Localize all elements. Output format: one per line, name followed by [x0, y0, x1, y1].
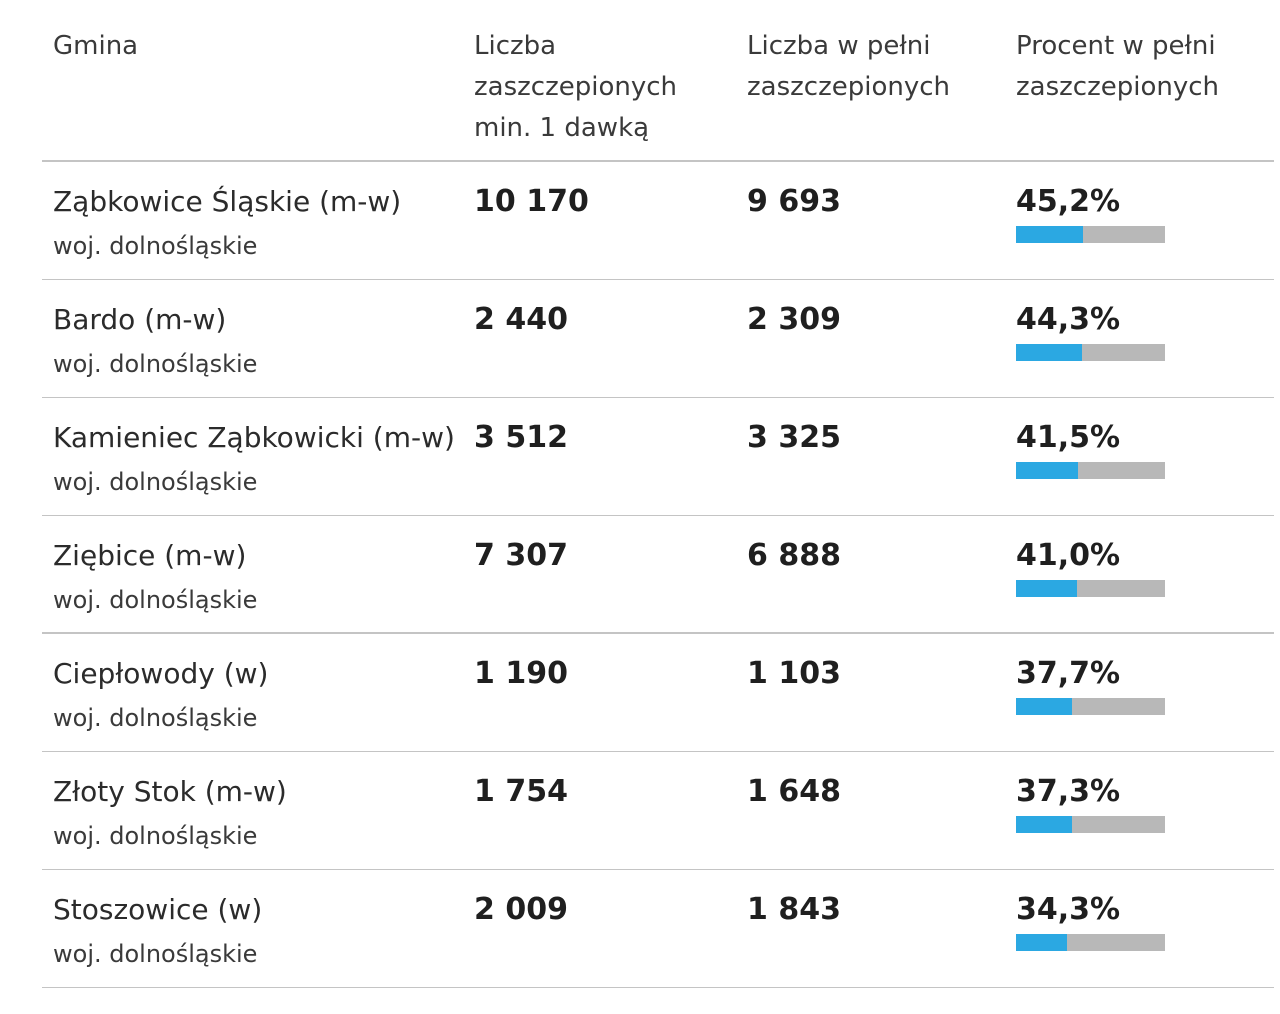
table-row: Ząbkowice Śląskie (m-w) woj. dolnośląski…	[42, 162, 1274, 280]
region-label: woj. dolnośląskie	[53, 586, 258, 614]
region-label: woj. dolnośląskie	[53, 350, 258, 378]
percent-bar	[1016, 580, 1165, 597]
region-label: woj. dolnośląskie	[53, 704, 258, 732]
municipality-name: Ząbkowice Śląskie (m-w)	[53, 185, 402, 218]
percent-bar	[1016, 226, 1165, 243]
header-gmina: Gmina	[53, 31, 139, 61]
municipality-cell: Ziębice (m-w) woj. dolnośląskie	[53, 536, 257, 616]
percent-bar	[1016, 462, 1165, 479]
municipality-cell: Bardo (m-w) woj. dolnośląskie	[53, 300, 257, 380]
vaccination-table: Gmina Liczba zaszczepionych min. 1 dawką…	[42, 0, 1274, 988]
region-label: woj. dolnośląskie	[53, 940, 258, 968]
fully-vaccinated-value: 2 309	[747, 302, 841, 337]
percent-bar	[1016, 934, 1165, 951]
percent-cell: 45,2%	[1016, 182, 1165, 243]
percent-cell: 41,0%	[1016, 536, 1165, 597]
percent-bar-fill	[1016, 934, 1068, 951]
percent-value: 45,2%	[1016, 184, 1121, 219]
municipality-name: Ciepłowody (w)	[53, 657, 269, 690]
fully-vaccinated-value: 1 103	[747, 656, 841, 691]
table-row: Ziębice (m-w) woj. dolnośląskie 7 307 6 …	[42, 516, 1274, 634]
percent-bar-fill	[1016, 226, 1084, 243]
percent-cell: 44,3%	[1016, 300, 1165, 361]
table-header: Gmina Liczba zaszczepionych min. 1 dawką…	[42, 0, 1274, 162]
percent-bar	[1016, 344, 1165, 361]
percent-value: 41,0%	[1016, 538, 1121, 573]
percent-cell: 37,3%	[1016, 772, 1165, 833]
percent-value: 37,7%	[1016, 656, 1121, 691]
percent-cell: 37,7%	[1016, 654, 1165, 715]
percent-bar-fill	[1016, 816, 1072, 833]
municipality-cell: Kamieniec Ząbkowicki (m-w) woj. dolnoślą…	[53, 418, 455, 498]
table-row: Stoszowice (w) woj. dolnośląskie 2 009 1…	[42, 870, 1274, 988]
region-label: woj. dolnośląskie	[53, 232, 258, 260]
percent-bar	[1016, 816, 1165, 833]
table-row: Bardo (m-w) woj. dolnośląskie 2 440 2 30…	[42, 280, 1274, 398]
percent-bar-fill	[1016, 344, 1082, 361]
percent-bar-fill	[1016, 698, 1073, 715]
municipality-name: Stoszowice (w)	[53, 893, 263, 926]
percent-value: 44,3%	[1016, 302, 1121, 337]
at-least-one-dose-value: 10 170	[474, 184, 589, 219]
municipality-cell: Ząbkowice Śląskie (m-w) woj. dolnośląski…	[53, 182, 401, 262]
municipality-cell: Stoszowice (w) woj. dolnośląskie	[53, 890, 262, 970]
at-least-one-dose-value: 7 307	[474, 538, 568, 573]
percent-value: 34,3%	[1016, 892, 1121, 927]
percent-value: 37,3%	[1016, 774, 1121, 809]
fully-vaccinated-value: 6 888	[747, 538, 841, 573]
municipality-cell: Złoty Stok (m-w) woj. dolnośląskie	[53, 772, 287, 852]
table-row: Złoty Stok (m-w) woj. dolnośląskie 1 754…	[42, 752, 1274, 870]
at-least-one-dose-value: 1 754	[474, 774, 568, 809]
header-fully-vaccinated: Liczba w pełni zaszczepionych	[747, 31, 950, 102]
at-least-one-dose-value: 1 190	[474, 656, 568, 691]
municipality-name: Bardo (m-w)	[53, 303, 227, 336]
municipality-name: Ziębice (m-w)	[53, 539, 247, 572]
at-least-one-dose-value: 2 440	[474, 302, 568, 337]
percent-bar-fill	[1016, 580, 1078, 597]
at-least-one-dose-value: 2 009	[474, 892, 568, 927]
region-label: woj. dolnośląskie	[53, 468, 258, 496]
fully-vaccinated-value: 3 325	[747, 420, 841, 455]
percent-value: 41,5%	[1016, 420, 1121, 455]
municipality-name: Kamieniec Ząbkowicki (m-w)	[53, 421, 455, 454]
percent-cell: 41,5%	[1016, 418, 1165, 479]
fully-vaccinated-value: 1 648	[747, 774, 841, 809]
header-percent-fully-vaccinated: Procent w pełni zaszczepionych	[1016, 31, 1219, 102]
municipality-cell: Ciepłowody (w) woj. dolnośląskie	[53, 654, 268, 734]
percent-bar-fill	[1016, 462, 1078, 479]
percent-cell: 34,3%	[1016, 890, 1165, 951]
at-least-one-dose-value: 3 512	[474, 420, 568, 455]
header-at-least-one-dose: Liczba zaszczepionych min. 1 dawką	[474, 31, 677, 143]
table-row: Kamieniec Ząbkowicki (m-w) woj. dolnoślą…	[42, 398, 1274, 516]
fully-vaccinated-value: 1 843	[747, 892, 841, 927]
municipality-name: Złoty Stok (m-w)	[53, 775, 287, 808]
region-label: woj. dolnośląskie	[53, 822, 258, 850]
percent-bar	[1016, 698, 1165, 715]
fully-vaccinated-value: 9 693	[747, 184, 841, 219]
table-row: Ciepłowody (w) woj. dolnośląskie 1 190 1…	[42, 634, 1274, 752]
